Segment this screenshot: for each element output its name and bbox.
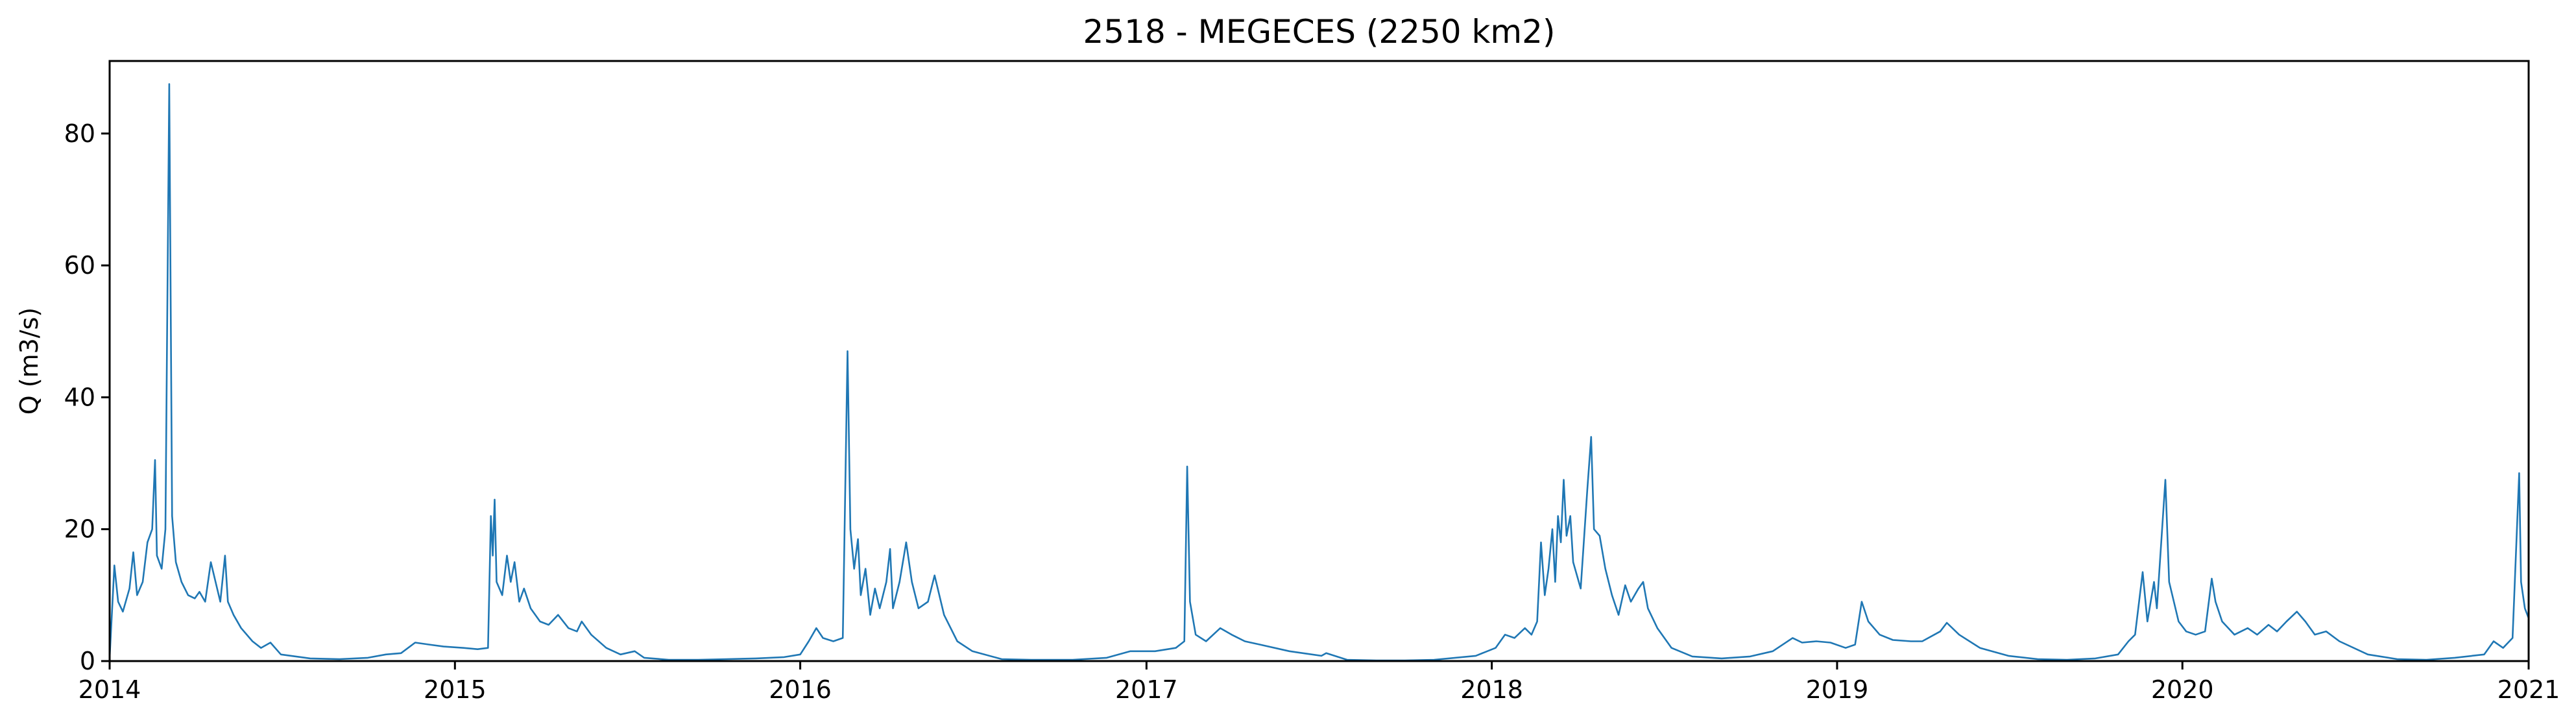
y-axis-label: Q (m3/s) xyxy=(15,308,43,415)
y-axis: 0 20 40 60 80 xyxy=(64,119,110,675)
x-tick-label: 2018 xyxy=(1460,675,1523,704)
plot-area xyxy=(108,83,2530,662)
x-tick-label: 2014 xyxy=(78,675,141,704)
x-tick-label: 2019 xyxy=(1806,675,1869,704)
y-tick-label: 40 xyxy=(64,383,95,411)
x-axis: 2014 2015 2016 2017 2018 2019 2020 2021 xyxy=(78,661,2560,704)
series-line-discharge xyxy=(108,83,2530,662)
x-tick-label: 2015 xyxy=(424,675,487,704)
x-tick-label: 2021 xyxy=(2498,675,2560,704)
y-tick-label: 80 xyxy=(64,119,95,148)
x-tick-label: 2020 xyxy=(2151,675,2214,704)
x-tick-label: 2016 xyxy=(769,675,832,704)
y-tick-label: 20 xyxy=(64,515,95,544)
chart-title: 2518 - MEGECES (2250 km2) xyxy=(1083,13,1556,51)
axes-frame xyxy=(108,60,2530,662)
y-tick-label: 0 xyxy=(80,647,95,675)
x-tick-label: 2017 xyxy=(1115,675,1178,704)
y-tick-label: 60 xyxy=(64,251,95,280)
